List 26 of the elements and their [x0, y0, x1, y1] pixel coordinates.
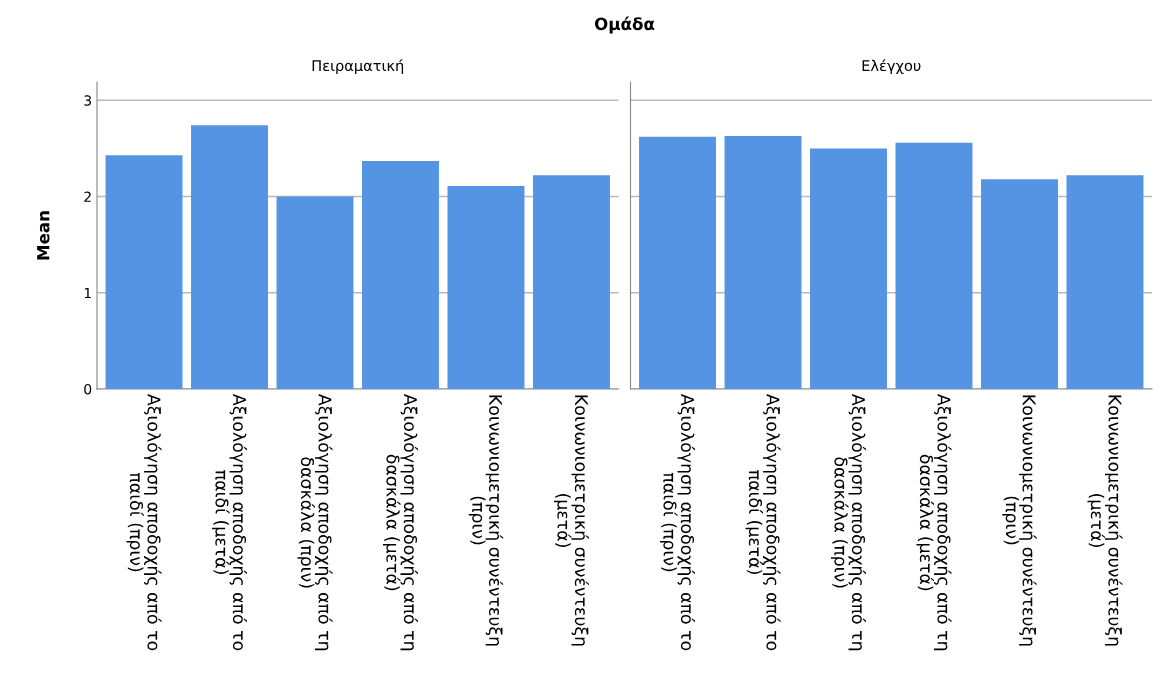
x-tick-label: Αξιολόγηση αποδοχής από τη δασκάλα (μετά) — [916, 394, 952, 651]
bar — [533, 175, 610, 389]
x-tick-label: Κοινωνιομετρική συνέντευξη (πριν) — [1002, 395, 1037, 646]
y-tick-label: 3 — [84, 95, 92, 106]
bar — [362, 160, 439, 389]
y-tick-label: 0 — [84, 383, 92, 395]
x-tick-label: Αξιολόγηση αποδοχής από το παιδί (πριν) — [660, 394, 696, 651]
text: Ομάδα — [594, 16, 655, 34]
x-tick-label: Αξιολόγηση αποδοχής από τη δασκάλα (μετά) — [382, 394, 419, 651]
y-tick-label: 1 — [84, 287, 91, 299]
x-tick-label: Αξιολόγηση αποδοχής από το παιδί (μετά) — [212, 394, 248, 651]
x-tick-label: Αξιολόγηση αποδοχής από το παιδί (πριν) — [126, 394, 162, 651]
x-tick-label: Αξιολόγηση αποδοχής από τη δασκάλα (πριν) — [830, 394, 867, 651]
x-tick-label: Κοινωνιομετρική συνέντευξη (πριν) — [468, 395, 504, 646]
y-tick-label: 2 — [84, 191, 91, 202]
bar — [447, 185, 525, 389]
bar — [105, 155, 183, 389]
x-tick-label: Κοινωνιομετρική συνέντευξη (μετά) — [553, 395, 589, 646]
chart-title: Ελέγχου — [862, 59, 921, 74]
x-tick-label: Κοινωνιομετρική συνέντευξη (μετά) — [1087, 395, 1123, 646]
y-axis-title: Mean — [37, 211, 50, 260]
chart-title: Πειραματική — [312, 59, 404, 74]
x-tick-label: Αξιολόγηση αποδοχής από τη δασκάλα (πριν) — [297, 394, 333, 651]
bar — [191, 125, 268, 389]
bar — [276, 196, 354, 389]
x-tick-label: Αξιολόγηση αποδοχής από το παιδί (μετά) — [745, 394, 781, 651]
